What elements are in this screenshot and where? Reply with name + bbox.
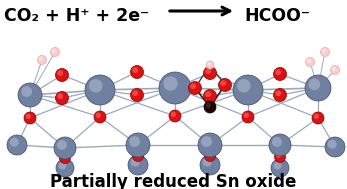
Circle shape [85, 75, 115, 105]
Circle shape [203, 67, 217, 80]
Circle shape [204, 101, 216, 113]
Circle shape [206, 152, 211, 157]
Circle shape [206, 61, 214, 69]
Circle shape [159, 72, 191, 104]
Circle shape [207, 62, 211, 66]
Circle shape [10, 138, 19, 147]
Circle shape [128, 155, 148, 175]
Circle shape [272, 137, 282, 147]
Text: Partially reduced Sn oxide: Partially reduced Sn oxide [50, 173, 296, 189]
Circle shape [57, 70, 63, 76]
Circle shape [129, 136, 140, 147]
Text: CO₂ + H⁺ + 2e⁻: CO₂ + H⁺ + 2e⁻ [4, 7, 149, 25]
Circle shape [132, 67, 138, 73]
Circle shape [132, 90, 138, 96]
Circle shape [37, 56, 46, 64]
Circle shape [330, 66, 339, 74]
Circle shape [26, 114, 31, 119]
Circle shape [274, 152, 286, 163]
Circle shape [171, 112, 176, 117]
Circle shape [61, 154, 66, 159]
Circle shape [24, 112, 36, 124]
Circle shape [201, 136, 212, 147]
Circle shape [237, 79, 251, 93]
Circle shape [126, 133, 150, 157]
Circle shape [271, 159, 289, 177]
Text: HCOO⁻: HCOO⁻ [244, 7, 310, 25]
Circle shape [220, 80, 226, 86]
Circle shape [130, 66, 144, 78]
Circle shape [89, 79, 103, 93]
Circle shape [57, 140, 67, 150]
Circle shape [56, 91, 68, 105]
Circle shape [322, 49, 326, 53]
Circle shape [325, 137, 345, 157]
Circle shape [273, 67, 287, 81]
Circle shape [198, 133, 222, 157]
Circle shape [54, 137, 76, 159]
Circle shape [242, 111, 254, 123]
Circle shape [39, 57, 43, 61]
Circle shape [52, 49, 56, 53]
Circle shape [275, 90, 281, 96]
Circle shape [96, 113, 101, 118]
Circle shape [332, 67, 336, 71]
Circle shape [314, 114, 319, 119]
Circle shape [206, 103, 211, 108]
Circle shape [57, 93, 63, 99]
Circle shape [205, 68, 211, 74]
Circle shape [328, 140, 337, 149]
Circle shape [133, 150, 144, 161]
Circle shape [94, 111, 106, 123]
Circle shape [203, 158, 212, 167]
Circle shape [130, 88, 144, 101]
Circle shape [7, 135, 27, 155]
Circle shape [190, 83, 196, 89]
Circle shape [200, 155, 220, 175]
Circle shape [188, 81, 202, 94]
Circle shape [205, 91, 211, 97]
Circle shape [59, 153, 70, 163]
Circle shape [276, 153, 281, 158]
Circle shape [273, 161, 281, 170]
Circle shape [134, 152, 139, 157]
Circle shape [269, 134, 291, 156]
Circle shape [275, 69, 281, 75]
Circle shape [56, 68, 68, 81]
Circle shape [51, 47, 59, 57]
Circle shape [321, 47, 330, 57]
Circle shape [58, 161, 67, 170]
Circle shape [204, 150, 215, 161]
Circle shape [203, 90, 217, 102]
Circle shape [169, 110, 181, 122]
Circle shape [163, 76, 178, 91]
Circle shape [21, 86, 32, 97]
Circle shape [131, 158, 140, 167]
Circle shape [312, 112, 324, 124]
Circle shape [219, 78, 231, 91]
Circle shape [308, 78, 320, 90]
Circle shape [244, 113, 249, 118]
Circle shape [18, 83, 42, 107]
Circle shape [56, 159, 74, 177]
Circle shape [305, 57, 314, 67]
Circle shape [305, 75, 331, 101]
Circle shape [273, 88, 287, 101]
Circle shape [233, 75, 263, 105]
Circle shape [307, 59, 311, 63]
